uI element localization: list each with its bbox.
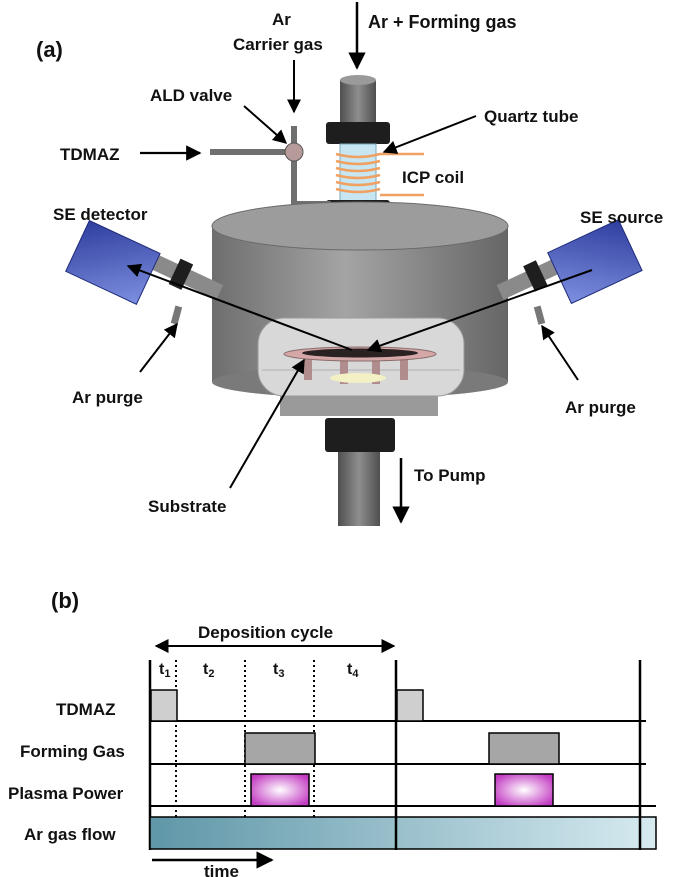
deposition-cycle-label: Deposition cycle [198,623,333,642]
upper-inlet-pipe-top [340,75,376,85]
substrate-arrow [229,358,305,489]
pump-pipe [338,452,380,526]
ar-purge-left-label: Ar purge [72,388,143,407]
pump-flange [325,418,395,452]
time-label: time [204,862,239,877]
ar-purge-right-arrow [541,324,579,381]
row-label-forming-gas: Forming Gas [20,742,125,761]
tdmaz-pulse-cycle1 [150,689,178,722]
forming-gas-pulse-cycle2 [488,732,560,765]
ar-gas-flow-band [149,816,657,850]
forming-gas-pulse-cycle1 [244,732,316,765]
substrate-stage [283,346,437,384]
tdmaz-inlet-label: TDMAZ [60,145,119,164]
ald-plumbing [210,126,331,207]
ald-valve [284,142,304,162]
row-baselines [150,720,656,807]
step-t4-label: t4 [347,661,359,680]
icp-coil-label: ICP coil [402,168,464,187]
ar-label: Ar [272,10,291,29]
quartz-tube-arrow [382,115,477,154]
ar-flow-boundaries [394,817,642,849]
quartz-tube-label: Quartz tube [484,107,578,126]
substrate-label: Substrate [148,497,226,516]
step-t2-label: t2 [203,661,214,680]
to-pump-label: To Pump [414,466,485,485]
carrier-gas-label: Carrier gas [233,35,323,54]
se-source [496,219,643,325]
ar-purge-left-arrow [139,322,178,373]
ar-forming-gas-label: Ar + Forming gas [368,12,517,32]
se-detector [65,219,224,325]
se-source-label: SE source [580,208,663,227]
ar-purge-right-label: Ar purge [565,398,636,417]
step-t3-label: t3 [273,661,284,680]
panel-a-label: (a) [36,37,63,62]
ald-valve-arrow [243,105,288,144]
upper-flange [326,122,390,144]
row-label-ar-gas-flow: Ar gas flow [24,825,116,844]
panel-b-label: (b) [51,588,79,613]
se-reflected-beam [126,263,353,351]
icp-coil [335,152,424,197]
plasma-pulse-cycle2 [494,773,554,807]
se-detector-label: SE detector [53,205,148,224]
quartz-tube [339,143,377,203]
ald-valve-label: ALD valve [150,86,232,105]
tdmaz-pulse-cycle2 [396,689,424,722]
row-label-tdmaz: TDMAZ [56,700,115,719]
plasma-pulse-cycle1 [250,773,310,807]
se-incident-beam [366,269,593,353]
row-label-plasma-power: Plasma Power [8,784,124,803]
step-t1-label: t1 [159,661,170,680]
upper-inlet-pipe [340,80,376,122]
